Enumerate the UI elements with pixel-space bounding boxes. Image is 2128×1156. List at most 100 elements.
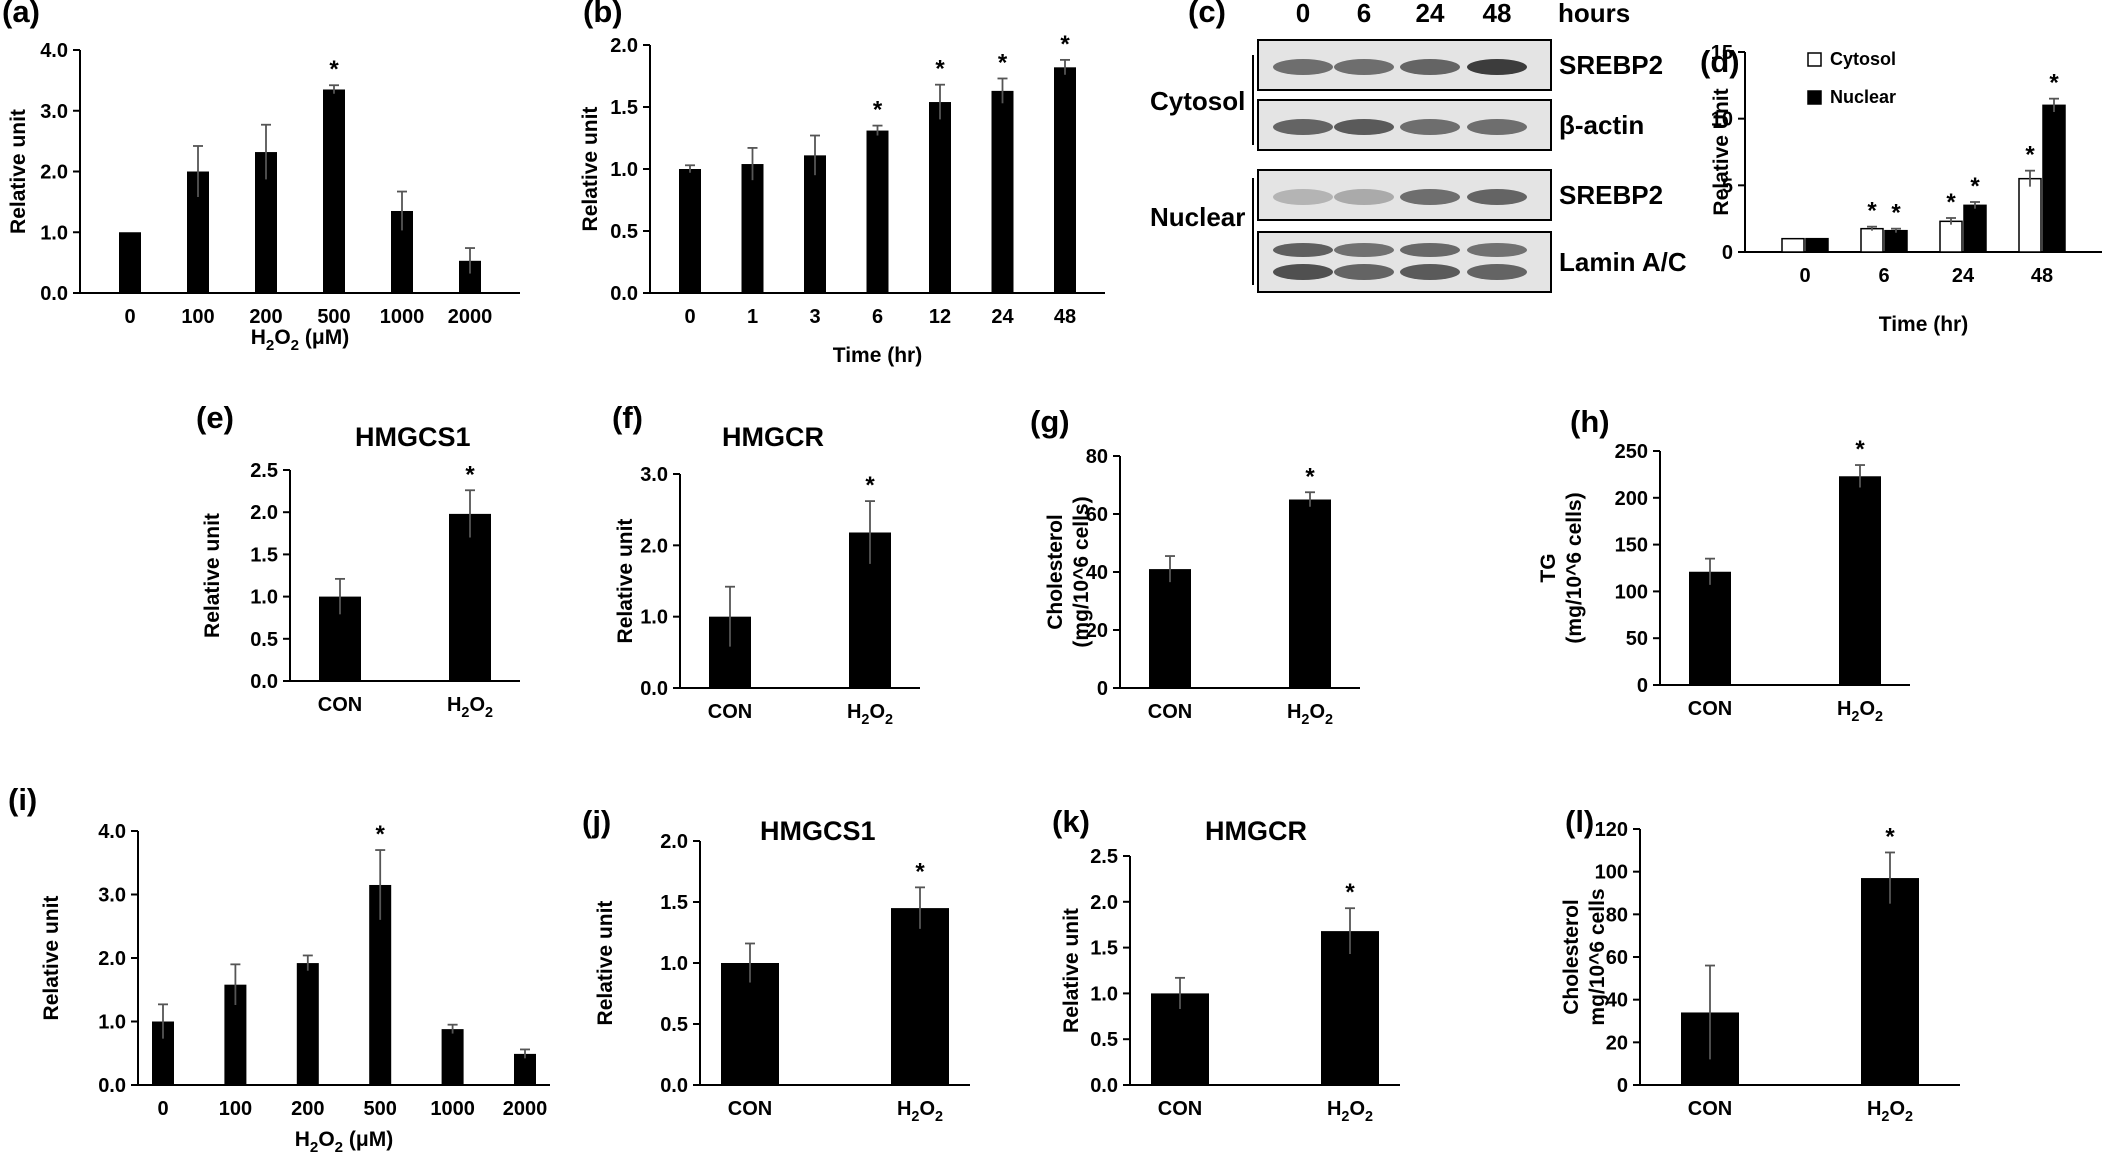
x-tick-label: CON [708,701,752,723]
chart-f: (f) HMGCR 0.0 1.0 2.0 3.0 Relative unit CON * H2O… [612,400,920,728]
x-tick-label: 3 [809,306,820,328]
y-tick-label: 0.0 [40,283,68,305]
x-tick-label: CON [728,1098,772,1120]
bar [119,232,141,293]
bar [1884,229,1908,253]
y-tick-label: 2.0 [98,948,126,970]
bar [891,908,949,1085]
group-label: Cytosol [1150,86,1245,116]
blot-band [1400,119,1460,135]
bar [369,884,392,1085]
y-tick-label: 2.0 [660,831,688,853]
y-tick-label: 80 [1086,446,1108,468]
bar [224,984,247,1085]
y-tick-label: 1.5 [610,97,638,119]
y-tick-label: 2.5 [250,460,278,482]
bar [1781,237,1805,253]
blot-row-label: β-actin [1559,110,1644,140]
panel-letter: (e) [196,400,234,435]
y-tick-label: 1.0 [610,159,638,181]
x-tick-label: 1 [747,306,758,328]
x-axis-label: Time (hr) [1879,313,1968,336]
panel-letter: (a) [2,0,40,29]
y-tick-label: 0 [1097,678,1108,700]
y-tick-label: 1.0 [98,1012,126,1034]
x-tick-label: H2O2 [1287,701,1333,728]
y-tick-label: 0.0 [610,283,638,305]
y-tick-label: 2.0 [610,35,638,57]
bar [449,513,491,681]
blot-band [1273,119,1333,135]
significance-star: * [1867,198,1877,225]
blot-band [1467,189,1527,205]
y-tick-label: 4.0 [40,40,68,62]
bar [804,155,826,293]
significance-star: * [865,472,875,499]
x-tick-label: 500 [317,306,350,328]
y-tick-label: 0.0 [250,671,278,693]
y-tick-label: 1.0 [40,222,68,244]
y-axis-label: Relative unit [201,513,224,638]
x-tick-label: H2O2 [1837,698,1883,725]
x-axis-label: H2O2 (μM) [295,1128,394,1156]
chart-h: (h) 0 50 100 150 200 250 TG (mg/10^6 cells) CON * H… [1537,404,1910,725]
blot-band [1273,189,1333,205]
significance-star: * [998,49,1008,76]
y-axis-label: Relative unit [7,109,30,234]
blot-band [1334,59,1394,75]
chart-title: HMGCS1 [760,816,876,846]
y-tick-label: 0.0 [98,1075,126,1097]
x-axis-label: H2O2 (μM) [251,326,350,354]
significance-star: * [2025,142,2035,169]
chart-i: (i) 0.0 1.0 2.0 3.0 4.0 Relative unit 0 100 200 * 5… [8,782,550,1156]
x-tick-label: 1000 [430,1098,475,1120]
lane-label: 24 [1416,0,1445,28]
y-tick-label: 80 [1606,904,1628,926]
bar [741,164,764,293]
y-axis-label: Relative unit [614,519,637,644]
x-tick-label: 200 [291,1098,324,1120]
blot-unit-label: hours [1558,0,1630,28]
blot-strip [1257,231,1552,293]
y-tick-label: 5 [1722,175,1733,197]
x-tick-label: 24 [1952,265,1975,287]
lane-label: 6 [1357,0,1371,28]
x-tick-label: 48 [2031,265,2053,287]
significance-star: * [1305,463,1315,490]
chart-k: (k) HMGCR 0.0 0.5 1.0 1.5 2.0 2.5 Relative unit C… [1052,804,1400,1125]
y-tick-label: 1.0 [1090,983,1118,1005]
y-axis-label: Relative unit [594,901,617,1026]
x-tick-label: CON [1688,698,1732,720]
x-tick-label: H2O2 [847,701,893,728]
legend-label: Cytosol [1830,49,1896,69]
y-tick-label: 2.5 [1090,846,1118,868]
bar [459,260,481,293]
y-tick-label: 10 [1711,109,1733,131]
y-axis-label: Relative Unit [1710,88,1733,215]
y-tick-label: 40 [1606,990,1628,1012]
bar [866,130,889,293]
bar [323,89,345,293]
y-tick-label: 120 [1595,819,1628,841]
bar [2042,104,2066,253]
y-tick-label: 0 [1637,675,1648,697]
blot-band [1273,243,1333,257]
blot-band [1334,264,1394,280]
chart-title: HMGCS1 [355,422,471,452]
y-tick-label: 0.0 [660,1075,688,1097]
chart-g: (g) 0 20 40 60 80 Cholesterol (mg/10^6 cells) CO… [1030,404,1360,728]
x-tick-label: CON [318,694,362,716]
x-tick-label: 6 [1878,265,1889,287]
bar [1939,220,1963,253]
x-tick-label: H2O2 [1867,1098,1913,1125]
bar [255,152,277,293]
blot-band [1334,189,1394,205]
y-tick-label: 1.0 [640,607,668,629]
chart-e: (e) HMGCS1 0.0 0.5 1.0 1.5 2.0 2.5 Relative unit… [196,400,520,721]
y-tick-label: 40 [1086,562,1108,584]
x-tick-label: 0 [684,306,695,328]
y-tick-label: 0.5 [1090,1029,1118,1051]
panel-letter: (h) [1570,404,1610,439]
y-tick-label: 250 [1615,441,1648,463]
